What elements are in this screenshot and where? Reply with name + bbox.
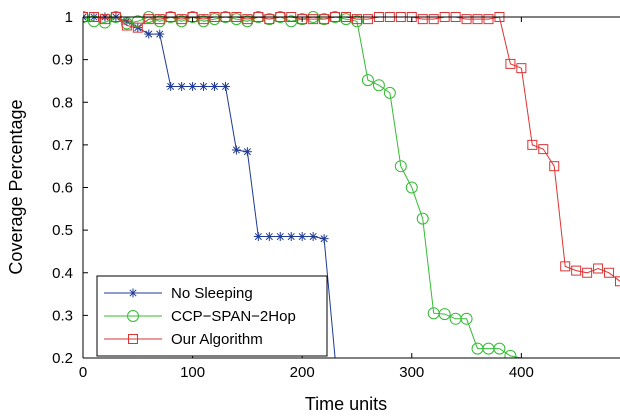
legend-label: No Sleeping (171, 285, 253, 302)
legend-entry: No Sleeping (104, 285, 253, 302)
data-point (460, 312, 473, 325)
data-point (604, 267, 615, 278)
data-point (199, 81, 209, 91)
data-point (121, 20, 132, 31)
data-point (166, 81, 176, 91)
data-point (319, 234, 329, 244)
data-point (155, 29, 165, 39)
y-tick-label: 0.8 (52, 94, 73, 111)
data-point (286, 232, 296, 242)
x-tick-label: 200 (290, 364, 315, 381)
data-point (177, 81, 187, 91)
data-point (372, 79, 385, 92)
data-point (264, 14, 275, 25)
x-tick-label: 400 (509, 364, 534, 381)
legend-marker (127, 310, 139, 322)
data-point (538, 144, 549, 155)
x-tick-label: 300 (399, 364, 424, 381)
legend-label: Our Algorithm (171, 331, 263, 348)
legend-marker (128, 288, 138, 298)
data-point (198, 14, 209, 25)
y-axis-label: Coverage Percentage (6, 99, 26, 274)
data-point (405, 181, 418, 194)
data-point (351, 14, 362, 25)
data-point (144, 29, 154, 39)
data-point (220, 81, 230, 91)
data-point (461, 14, 472, 25)
legend-label: CCP−SPAN−2Hop (171, 308, 296, 325)
data-point (504, 349, 517, 358)
data-point (505, 58, 516, 69)
data-point (383, 86, 396, 99)
y-tick-label: 0.2 (52, 350, 73, 367)
data-point (242, 147, 252, 157)
y-tick-label: 0.7 (52, 137, 73, 154)
data-point (253, 232, 263, 242)
legend-entry: CCP−SPAN−2Hop (104, 308, 296, 325)
data-point (242, 14, 253, 25)
data-point (154, 14, 165, 25)
data-point (472, 14, 483, 25)
data-point (350, 15, 363, 28)
data-point (264, 232, 274, 242)
data-point (516, 63, 527, 74)
y-tick-label: 0.9 (52, 52, 73, 69)
data-point (571, 265, 582, 276)
data-point (319, 14, 330, 25)
data-point (176, 14, 187, 25)
legend: No Sleeping CCP−SPAN−2Hop Our Algorithm (96, 275, 328, 357)
y-tick-label: 1 (65, 9, 73, 26)
y-tick-label: 0.3 (52, 307, 73, 324)
data-point (297, 232, 307, 242)
data-point (297, 14, 308, 25)
data-point (416, 212, 429, 225)
x-axis-label: Time units (305, 394, 387, 414)
data-point (231, 145, 241, 155)
data-point (560, 261, 571, 272)
data-point (593, 263, 604, 274)
data-point (615, 276, 620, 287)
data-point (241, 15, 254, 28)
legend-entry: Our Algorithm (104, 331, 263, 348)
data-point (275, 232, 285, 242)
data-point (527, 139, 538, 150)
data-point (210, 81, 220, 91)
data-point (153, 15, 166, 28)
data-point (132, 22, 143, 33)
data-point (438, 308, 451, 321)
y-tick-label: 0.6 (52, 180, 73, 197)
data-point (582, 267, 593, 278)
x-tick-label: 100 (180, 364, 205, 381)
data-point (549, 161, 560, 172)
y-tick-label: 0.5 (52, 222, 73, 239)
data-point (417, 14, 428, 25)
data-point (362, 14, 373, 25)
data-point (483, 14, 494, 25)
data-point (188, 81, 198, 91)
data-point (308, 232, 318, 242)
legend-marker (128, 334, 138, 344)
data-point (493, 342, 506, 355)
data-point (99, 14, 110, 25)
data-point (428, 14, 439, 25)
x-tick-label: 0 (79, 364, 87, 381)
data-point (131, 15, 144, 28)
data-point (175, 15, 188, 28)
y-tick-label: 0.4 (52, 265, 73, 282)
ticks-layer: 0 100 200 300 400 0.2 0.3 0.4 0.5 0.6 0.7 0.8 0.9 1 (52, 9, 534, 381)
data-point (394, 160, 407, 173)
data-point (143, 14, 154, 25)
data-point (308, 14, 319, 25)
data-point (361, 74, 374, 87)
